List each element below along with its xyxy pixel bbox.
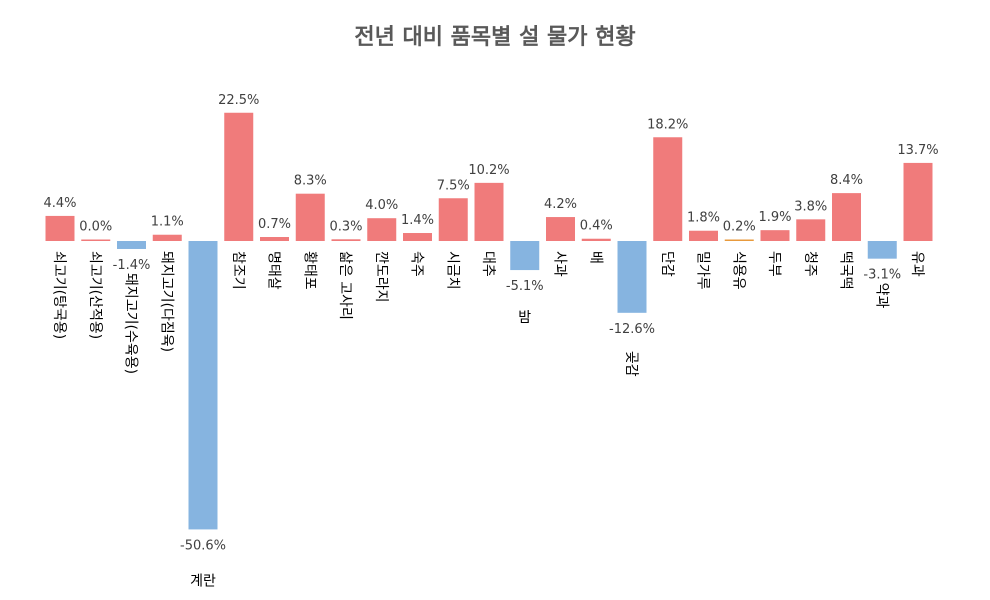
category-label-9: 삶은 고사리: [337, 251, 353, 320]
value-label-20: 0.2%: [723, 220, 756, 235]
category-label-3: 돼지고기(수육용): [123, 273, 139, 374]
value-label-16: 0.4%: [580, 219, 613, 234]
category-label-24: 약과: [873, 283, 889, 309]
value-label-group: 4.4%0.0% -1.4% 1.1% -50.6% 22.5% 0.7% 8.3% 0.3%…: [43, 93, 938, 554]
chart-title: 전년 대비 품목별 설 물가 현황: [354, 25, 635, 50]
bar-4: [152, 234, 182, 241]
category-label-8: 황태포: [301, 251, 317, 290]
category-label-19: 밀가루: [695, 251, 711, 290]
value-label-19: 1.8%: [687, 211, 720, 226]
category-label-5: 계란: [190, 573, 216, 589]
value-label-6: 22.5%: [218, 93, 259, 108]
value-label-9: 0.3%: [329, 219, 362, 234]
bar-8: [295, 193, 325, 241]
value-label-4: 1.1%: [151, 215, 184, 230]
category-label-14: 밤: [518, 310, 531, 326]
category-label-18: 단감: [659, 251, 675, 277]
category-label-1: 쇠고기(탕국용): [51, 251, 67, 339]
bar-2: [81, 239, 111, 241]
bar-23: [832, 193, 861, 241]
category-label-7: 명태살: [266, 251, 282, 290]
bar-1: [45, 215, 75, 241]
bar-7: [260, 237, 289, 241]
bar-24: [867, 241, 897, 259]
category-label-17: 곶감: [623, 351, 639, 377]
value-label-25: 13.7%: [897, 143, 938, 158]
bar-14: [510, 241, 540, 271]
bar-group: [45, 112, 933, 530]
value-label-1: 4.4%: [43, 196, 76, 211]
value-label-10: 4.0%: [365, 198, 398, 213]
bar-16: [581, 238, 611, 241]
category-label-4: 돼지고기(다짐육): [158, 251, 174, 352]
bar-25: [903, 162, 933, 241]
bar-5: [188, 241, 218, 530]
category-label-15: 사과: [552, 251, 568, 277]
value-label-24: -3.1%: [863, 268, 901, 283]
value-label-17: -12.6%: [609, 322, 655, 337]
value-label-15: 4.2%: [544, 197, 577, 212]
bar-10: [367, 218, 397, 241]
bar-22: [796, 219, 826, 241]
category-label-25: 유과: [909, 251, 925, 277]
category-label-group: 쇠고기(탕국용) 쇠고기(산적용) 돼지고기(수육용) 돼지고기(다짐육) 계란 참조기 명…: [51, 251, 925, 589]
bar-9: [331, 239, 361, 241]
bar-19: [689, 230, 718, 241]
bar-20: [724, 239, 754, 241]
category-label-22: 청주: [802, 251, 818, 277]
category-label-20: 식용유: [730, 251, 746, 290]
value-label-11: 1.4%: [401, 213, 434, 228]
value-label-8: 8.3%: [294, 174, 327, 189]
value-label-7: 0.7%: [258, 217, 291, 232]
bar-15: [546, 217, 575, 241]
category-label-10: 깐도라지: [373, 251, 389, 303]
bar-13: [474, 182, 504, 241]
category-label-11: 숙주: [409, 251, 425, 277]
bar-11: [403, 233, 432, 241]
category-label-16: 배: [587, 251, 603, 264]
value-label-22: 3.8%: [794, 199, 827, 214]
category-label-21: 두부: [766, 251, 782, 277]
value-label-21: 1.9%: [758, 210, 791, 225]
bar-3: [117, 241, 146, 249]
category-label-23: 떡국떡: [838, 251, 854, 290]
value-label-13: 10.2%: [468, 163, 509, 178]
value-label-18: 18.2%: [647, 117, 688, 132]
category-label-2: 쇠고기(산적용): [87, 251, 103, 339]
category-label-6: 참조기: [230, 251, 246, 290]
value-label-14: -5.1%: [506, 279, 544, 294]
value-label-3: -1.4%: [113, 258, 151, 273]
category-label-13: 대추: [480, 251, 496, 277]
value-label-5: -50.6%: [180, 538, 226, 553]
bar-12: [438, 198, 468, 241]
bar-21: [760, 230, 790, 241]
bar-17: [617, 241, 647, 313]
bar-6: [224, 112, 254, 241]
value-label-12: 7.5%: [437, 178, 470, 193]
bar-18: [653, 137, 683, 241]
value-label-2: 0.0%: [79, 220, 112, 235]
category-label-12: 시금치: [444, 251, 460, 290]
value-label-23: 8.4%: [830, 173, 863, 188]
